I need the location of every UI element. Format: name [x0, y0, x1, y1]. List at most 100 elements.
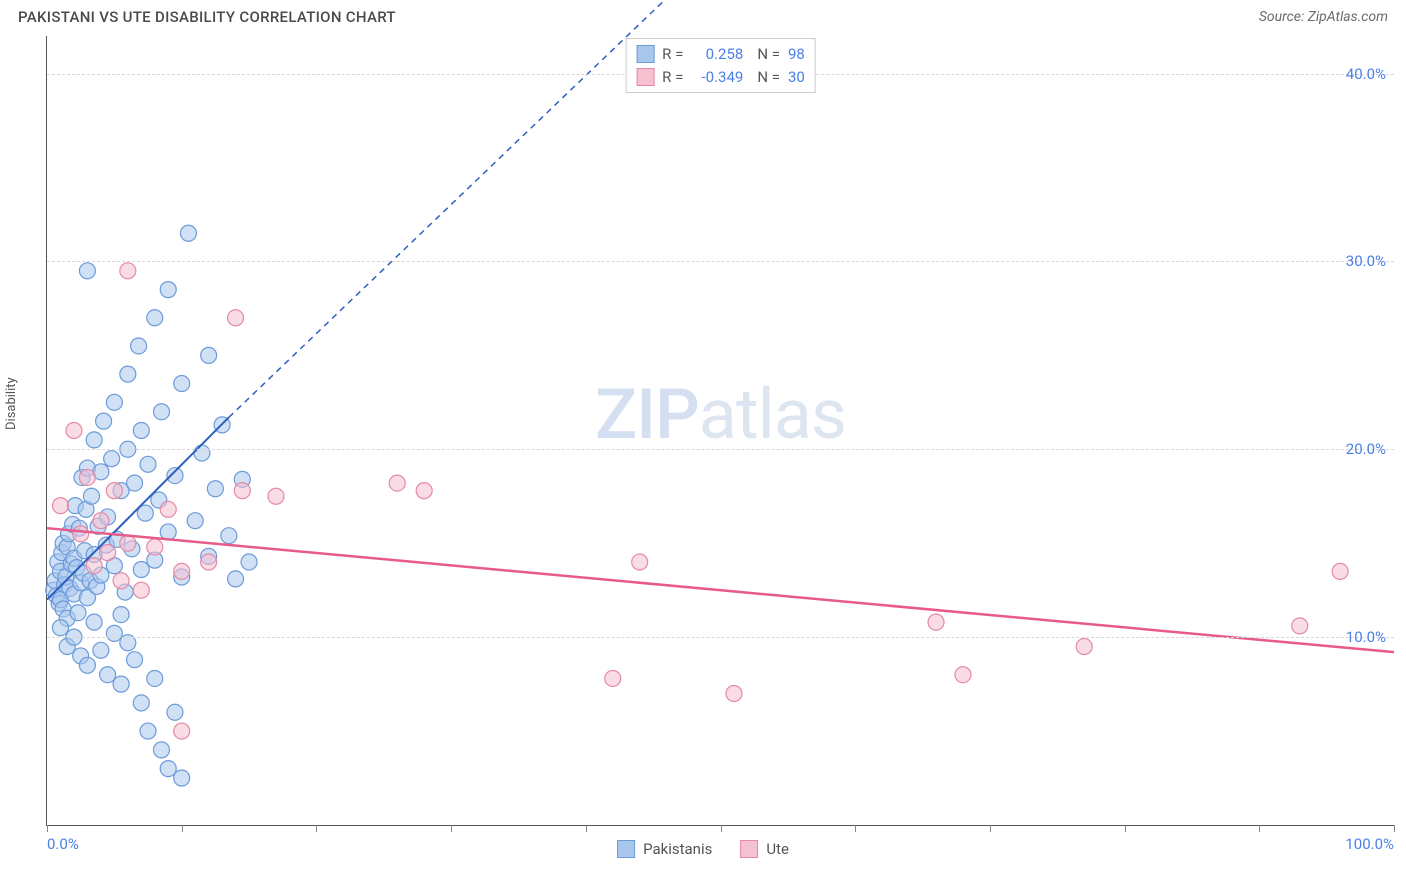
pakistanis-point [106, 625, 122, 641]
pakistanis-point [83, 488, 99, 504]
legend-item-pakistanis: Pakistanis [617, 840, 712, 858]
pakistanis-point [86, 432, 102, 448]
pakistanis-point [174, 376, 190, 392]
y-tick-label: 20.0% [1346, 440, 1386, 458]
pakistanis-point [160, 761, 176, 777]
pakistanis-point [113, 676, 129, 692]
pakistanis-point [113, 607, 129, 623]
pakistanis-point [187, 513, 203, 529]
ute-point [86, 558, 102, 574]
ute-point [928, 614, 944, 630]
pakistanis-point [174, 770, 190, 786]
r-label: R = [662, 43, 683, 66]
pakistanis-point [228, 571, 244, 587]
gridline [47, 261, 1394, 262]
pakistanis-point [221, 528, 237, 544]
ute-point [201, 554, 217, 570]
x-tick [586, 825, 587, 832]
x-tick [47, 825, 48, 832]
chart-header: PAKISTANI VS UTE DISABILITY CORRELATION … [0, 0, 1406, 32]
pakistanis-point [133, 423, 149, 439]
swatch-ute-bottom [740, 840, 758, 858]
x-tick [1125, 825, 1126, 832]
pakistanis-point [147, 670, 163, 686]
x-tick [316, 825, 317, 832]
ute-point [113, 573, 129, 589]
ute-point [1292, 618, 1308, 634]
ute-point [66, 423, 82, 439]
pakistanis-point [153, 404, 169, 420]
ute-point [389, 475, 405, 491]
ute-point [632, 554, 648, 570]
pakistanis-point [86, 614, 102, 630]
x-tick [1259, 825, 1260, 832]
y-tick-label: 10.0% [1346, 628, 1386, 646]
pakistanis-point [79, 657, 95, 673]
ute-point [52, 498, 68, 514]
ute-point [416, 483, 432, 499]
x-tick-label: 100.0% [1345, 835, 1394, 853]
chart-title: PAKISTANI VS UTE DISABILITY CORRELATION … [18, 8, 396, 26]
legend-label-ute: Ute [766, 840, 789, 858]
pakistanis-point [194, 445, 210, 461]
r-value: -0.349 [691, 66, 743, 89]
pakistanis-point [167, 704, 183, 720]
ute-point [160, 501, 176, 517]
ute-point [1076, 639, 1092, 655]
ute-point [79, 469, 95, 485]
legend-row-pakistanis: R = 0.258 N = 98 [636, 43, 805, 66]
ute-point [228, 310, 244, 326]
r-value: 0.258 [691, 43, 743, 66]
swatch-pakistanis-bottom [617, 840, 635, 858]
r-label: R = [662, 66, 683, 89]
pakistanis-point [160, 282, 176, 298]
x-tick [855, 825, 856, 832]
legend-label-pakistanis: Pakistanis [643, 840, 712, 858]
pakistanis-point [120, 366, 136, 382]
ute-point [133, 582, 149, 598]
pakistanis-point [153, 742, 169, 758]
pakistanis-point [241, 554, 257, 570]
n-value: 98 [788, 43, 805, 66]
series-legend: Pakistanis Ute [617, 840, 789, 858]
y-axis-label: Disability [4, 377, 19, 430]
x-tick [721, 825, 722, 832]
pakistanis-point [96, 413, 112, 429]
ute-point [726, 686, 742, 702]
legend-row-ute: R = -0.349 N = 30 [636, 66, 805, 89]
ute-point [93, 513, 109, 529]
swatch-pakistanis [636, 45, 654, 63]
ute-point [955, 667, 971, 683]
ute-point [120, 535, 136, 551]
swatch-ute [636, 68, 654, 86]
y-tick-label: 30.0% [1346, 252, 1386, 270]
ute-point [174, 723, 190, 739]
pakistanis-point [52, 620, 68, 636]
plot-svg [47, 36, 1394, 825]
chart-container: Disability ZIPatlas R = 0.258 N = 98 R =… [12, 36, 1394, 864]
x-tick-label: 0.0% [47, 835, 79, 853]
ute-point [106, 483, 122, 499]
pakistanis-point [160, 524, 176, 540]
pakistanis-point [131, 338, 147, 354]
pakistanis-point [147, 310, 163, 326]
plot-area: ZIPatlas R = 0.258 N = 98 R = -0.349 N =… [46, 36, 1394, 826]
ute-point [605, 670, 621, 686]
x-tick [990, 825, 991, 832]
ute-point [147, 539, 163, 555]
pakistanis-point [207, 481, 223, 497]
n-label: N = [757, 43, 780, 66]
x-tick [451, 825, 452, 832]
ute-point [1332, 563, 1348, 579]
pakistanis-point [127, 652, 143, 668]
ute-point [73, 526, 89, 542]
pakistanis-point [140, 723, 156, 739]
pakistanis-point [79, 263, 95, 279]
pakistanis-point [127, 475, 143, 491]
pakistanis-point [93, 642, 109, 658]
gridline [47, 449, 1394, 450]
pakistanis-point [140, 456, 156, 472]
pakistanis-point [133, 562, 149, 578]
pakistanis-point [104, 451, 120, 467]
x-tick [1394, 825, 1395, 832]
